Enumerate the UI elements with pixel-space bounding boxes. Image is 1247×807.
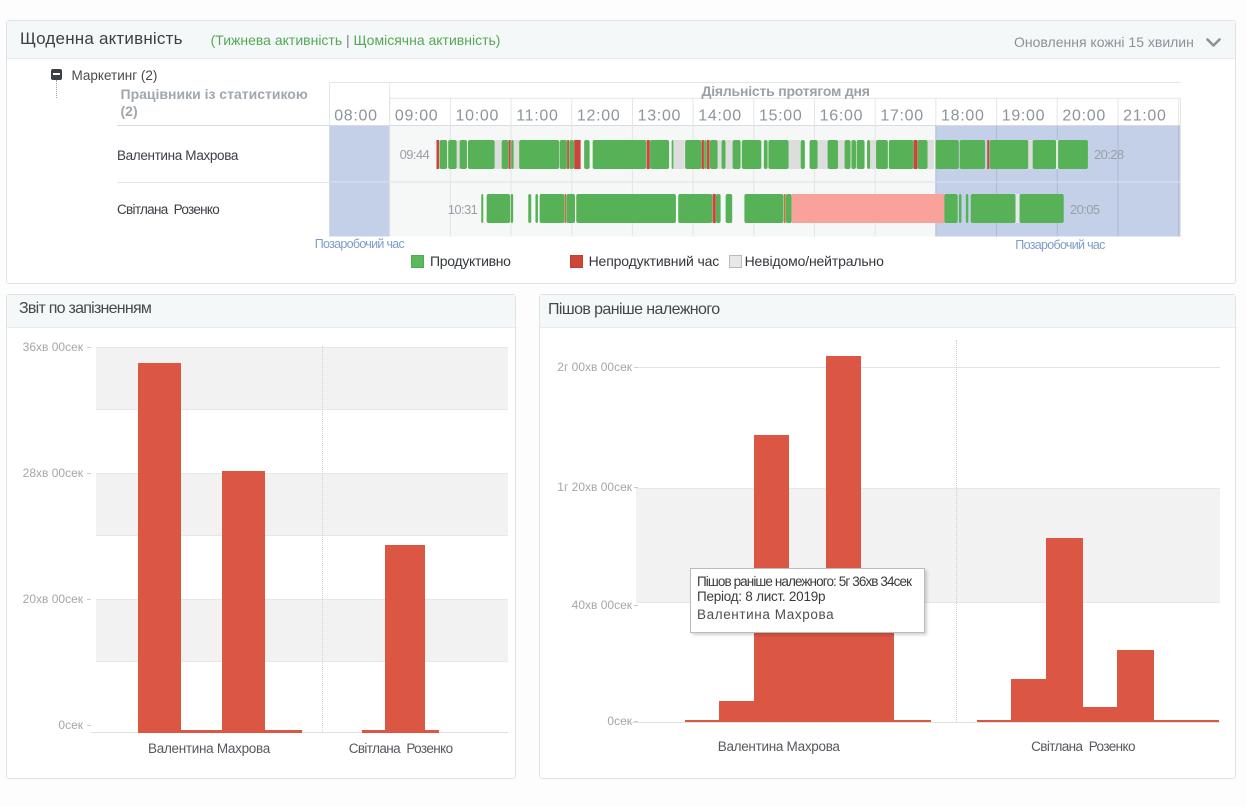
svg-text:21:00: 21:00 xyxy=(1123,107,1167,124)
svg-text:10:31: 10:31 xyxy=(448,202,478,217)
svg-text:11:00: 11:00 xyxy=(517,107,559,124)
svg-text:14:00: 14:00 xyxy=(699,107,743,124)
svg-text:08:00: 08:00 xyxy=(334,107,378,124)
svg-text:16:00: 16:00 xyxy=(820,107,864,124)
svg-text:Діяльність протягом дня: Діяльність протягом дня xyxy=(702,83,870,99)
svg-text:13:00: 13:00 xyxy=(638,107,682,124)
svg-text:20:05: 20:05 xyxy=(1070,202,1100,217)
svg-text:19:00: 19:00 xyxy=(1002,107,1045,124)
svg-text:20:28: 20:28 xyxy=(1094,147,1124,162)
svg-text:10:00: 10:00 xyxy=(456,107,499,124)
svg-text:09:44: 09:44 xyxy=(400,147,430,162)
svg-text:17:00: 17:00 xyxy=(881,107,925,124)
svg-text:18:00: 18:00 xyxy=(941,107,985,124)
svg-text:09:00: 09:00 xyxy=(395,107,439,124)
svg-text:15:00: 15:00 xyxy=(759,107,803,124)
svg-text:20:00: 20:00 xyxy=(1063,107,1107,124)
svg-text:12:00: 12:00 xyxy=(577,107,621,124)
